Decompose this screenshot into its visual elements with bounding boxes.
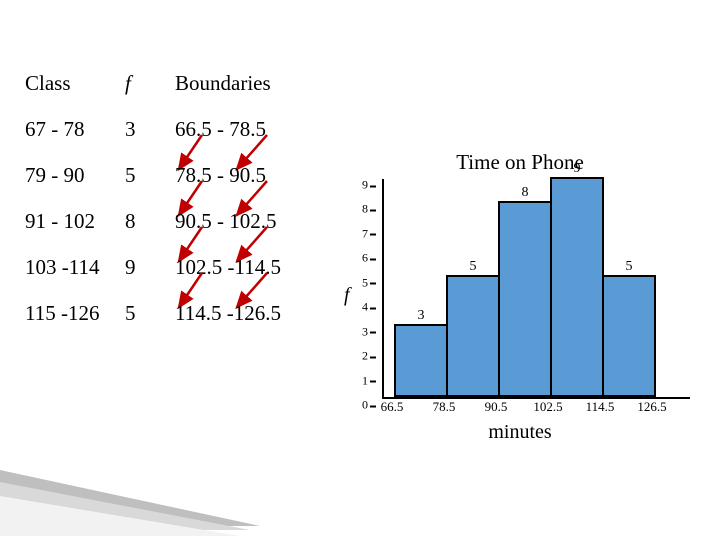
cell-class: 91 - 102 [25,209,125,234]
x-tick: 126.5 [637,399,666,415]
table-row: 79 - 90578.5 - 90.5 [25,152,315,198]
table-row: 67 - 78366.5 - 78.5 [25,106,315,152]
frequency-table: Class f Boundaries 67 - 78366.5 - 78.579… [25,60,315,336]
cell-f: 5 [125,301,175,326]
bar-value-label: 9 [552,161,602,177]
y-tick: 6 [362,251,368,266]
bar-value-label: 5 [604,259,654,275]
cell-class: 115 -126 [25,301,125,326]
chart-title: Time on Phone [340,150,700,175]
table-row: 103 -1149102.5 -114.5 [25,244,315,290]
cell-f: 9 [125,255,175,280]
cell-boundaries: 90.5 - 102.5 [175,209,315,234]
y-axis-label: f [344,284,350,307]
y-tick: 1 [362,373,368,388]
histogram-bar: 9 [550,177,604,397]
x-tick: 78.5 [433,399,456,415]
y-tick: 2 [362,349,368,364]
histogram-bar: 8 [498,201,552,397]
cell-class: 103 -114 [25,255,125,280]
bar-value-label: 5 [448,259,498,275]
y-tick: 8 [362,202,368,217]
cell-f: 5 [125,163,175,188]
y-tick: 3 [362,324,368,339]
header-class: Class [25,71,125,96]
cell-boundaries: 66.5 - 78.5 [175,117,315,142]
x-axis-label: minutes [340,421,700,444]
table-row: 91 - 102890.5 - 102.5 [25,198,315,244]
table-header-row: Class f Boundaries [25,60,315,106]
x-tick: 66.5 [381,399,404,415]
x-tick: 114.5 [586,399,615,415]
cell-class: 67 - 78 [25,117,125,142]
x-tick: 102.5 [533,399,562,415]
plot-area: f 35895 0123456789 [382,179,690,399]
header-f: f [125,71,175,96]
bar-value-label: 8 [500,185,550,201]
x-tick-labels: 66.5 78.5 90.5 102.5 114.5 126.5 [382,399,690,419]
cell-f: 3 [125,117,175,142]
cell-class: 79 - 90 [25,163,125,188]
header-boundaries: Boundaries [175,71,315,96]
table-row: 115 -1265114.5 -126.5 [25,290,315,336]
y-tick: 0 [362,398,368,413]
cell-f: 8 [125,209,175,234]
y-tick: 7 [362,226,368,241]
histogram-bar: 3 [394,324,448,397]
y-tick: 9 [362,178,368,193]
slide-decor [0,470,280,540]
cell-boundaries: 102.5 -114.5 [175,255,315,280]
bar-value-label: 3 [396,308,446,324]
x-tick: 90.5 [485,399,508,415]
y-tick: 4 [362,300,368,315]
cell-boundaries: 78.5 - 90.5 [175,163,315,188]
cell-boundaries: 114.5 -126.5 [175,301,315,326]
y-tick: 5 [362,275,368,290]
histogram-bar: 5 [446,275,500,397]
histogram-chart: Time on Phone f 35895 0123456789 66.578.… [340,150,700,444]
histogram-bar: 5 [602,275,656,397]
